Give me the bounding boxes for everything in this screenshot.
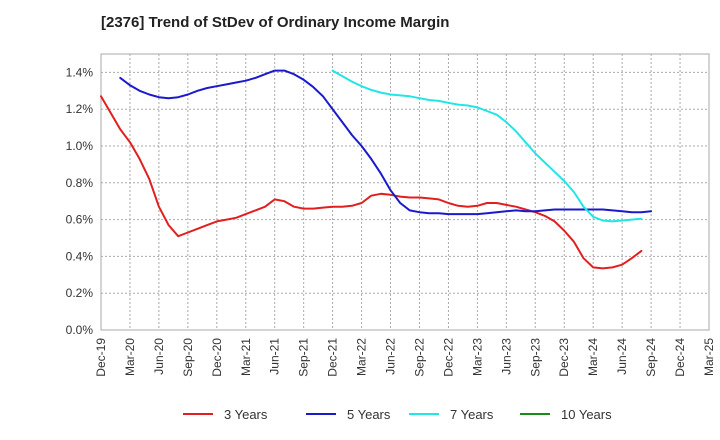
- x-tick-label: Mar-24: [586, 338, 600, 376]
- x-tick-label: Jun-20: [152, 338, 166, 375]
- y-tick-label: 0.8%: [66, 176, 94, 190]
- x-axis-tick-labels: Dec-19 Mar-20 Jun-20 Sep-20 Dec-20 Mar-21 Jun-…: [94, 338, 716, 377]
- legend-label: 5 Years: [347, 407, 391, 422]
- x-tick-label: Dec-23: [557, 338, 571, 377]
- x-tick-label: Dec-21: [326, 338, 340, 377]
- y-tick-label: 1.2%: [66, 102, 94, 116]
- x-tick-label: Dec-24: [673, 338, 687, 377]
- legend-label: 3 Years: [224, 407, 268, 422]
- x-tick-label: Mar-21: [239, 338, 253, 376]
- plot-area: [100, 53, 710, 331]
- x-tick-label: Mar-23: [470, 338, 484, 376]
- x-tick-label: Sep-24: [644, 338, 658, 377]
- y-tick-label: 0.6%: [66, 213, 94, 227]
- legend-label: 10 Years: [561, 407, 612, 422]
- y-tick-label: 0.4%: [66, 249, 94, 263]
- x-tick-label: Jun-24: [615, 338, 629, 375]
- x-tick-label: Dec-20: [210, 338, 224, 377]
- x-tick-label: Sep-22: [412, 338, 426, 377]
- legend: 3 Years 5 Years 7 Years 10 Years: [183, 407, 612, 422]
- series-line-5-years: [119, 69, 653, 216]
- grid-lines: [101, 54, 709, 330]
- y-tick-label: 1.4%: [66, 65, 94, 79]
- x-tick-label: Mar-22: [355, 338, 369, 376]
- x-tick-label: Jun-23: [499, 338, 513, 375]
- y-axis-tick-labels: 0.0% 0.2% 0.4% 0.6% 0.8% 1.0% 1.2% 1.4%: [66, 65, 94, 337]
- x-tick-label: Jun-22: [384, 338, 398, 375]
- x-tick-label: Mar-20: [123, 338, 137, 376]
- y-tick-label: 0.2%: [66, 286, 94, 300]
- x-tick-label: Mar-25: [702, 338, 716, 376]
- x-tick-label: Sep-21: [297, 338, 311, 377]
- x-tick-label: Sep-23: [528, 338, 542, 377]
- x-tick-label: Dec-22: [441, 338, 455, 377]
- x-tick-label: Jun-21: [268, 338, 282, 375]
- x-tick-label: Dec-19: [94, 338, 108, 377]
- chart-title: [2376] Trend of StDev of Ordinary Income…: [101, 14, 450, 31]
- series-lines: [100, 69, 653, 270]
- y-tick-label: 1.0%: [66, 139, 94, 153]
- y-tick-label: 0.0%: [66, 323, 94, 337]
- series-line-3-years: [100, 95, 643, 270]
- series-line-7-years: [331, 69, 643, 223]
- legend-label: 7 Years: [450, 407, 494, 422]
- x-tick-label: Sep-20: [181, 338, 195, 377]
